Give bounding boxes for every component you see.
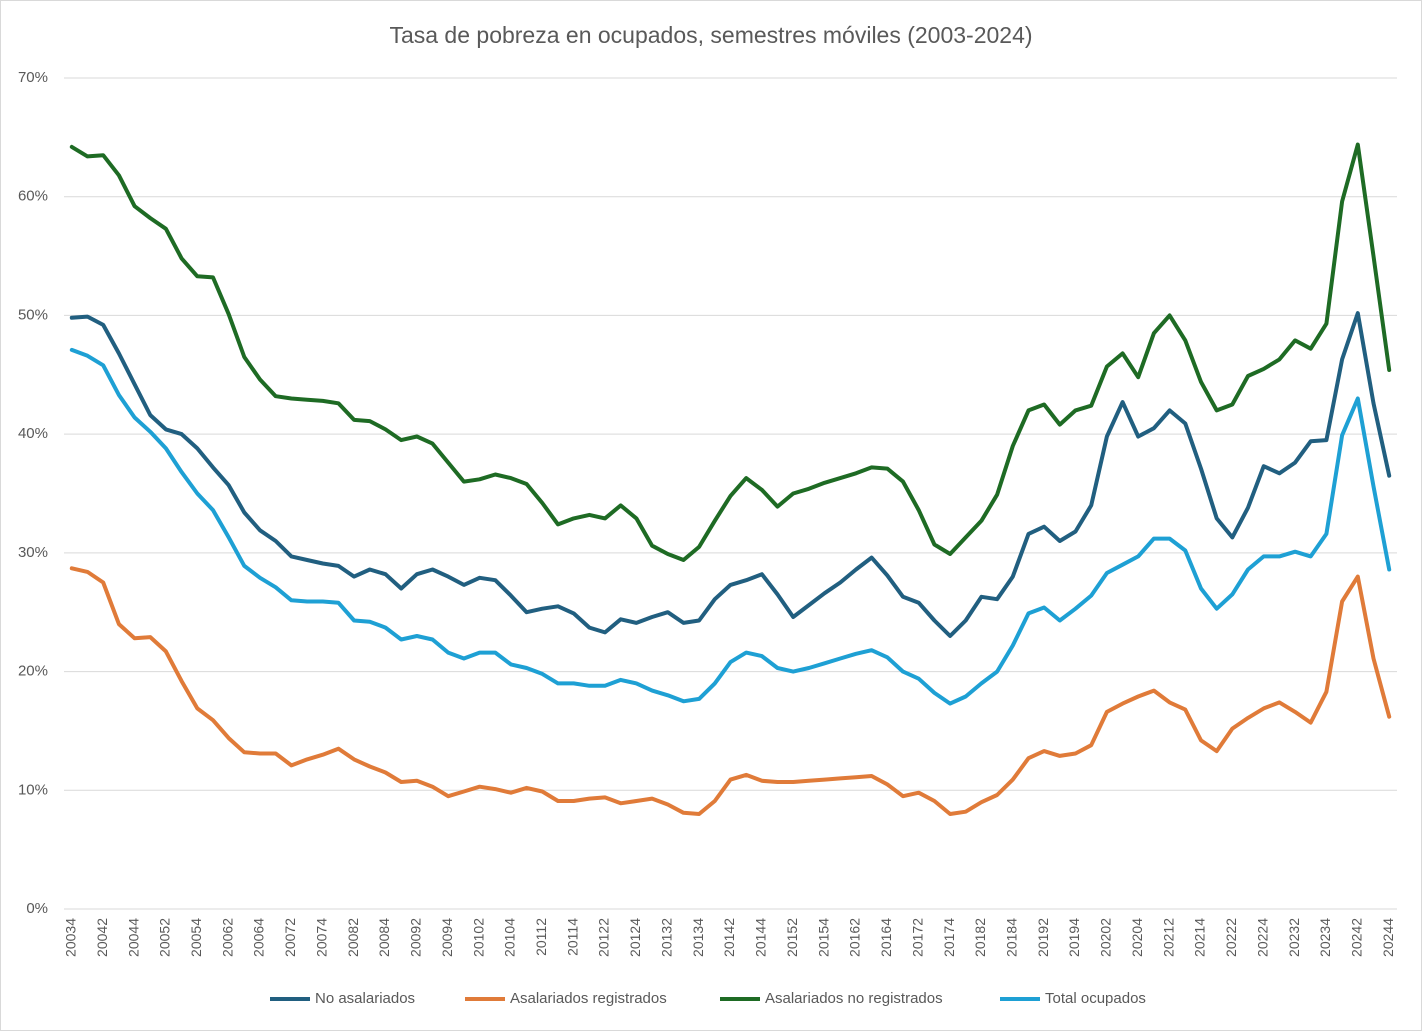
x-tick-label: 20234: [1317, 918, 1333, 957]
x-tick-label: 20124: [627, 918, 643, 957]
y-tick-label: 50%: [18, 306, 48, 323]
y-tick-label: 10%: [18, 781, 48, 798]
x-tick-label: 20042: [94, 918, 110, 957]
x-tick-label: 20232: [1286, 918, 1302, 957]
x-tick-label: 20224: [1254, 918, 1270, 957]
chart-title: Tasa de pobreza en ocupados, semestres m…: [389, 22, 1032, 48]
x-tick-label: 20134: [690, 918, 706, 957]
legend-label: No asalariados: [315, 990, 415, 1007]
x-tick-label: 20244: [1380, 918, 1396, 957]
legend-label: Asalariados no registrados: [765, 990, 943, 1007]
x-tick-label: 20104: [502, 918, 518, 957]
x-tick-label: 20144: [753, 918, 769, 957]
series-line: [69, 347, 1392, 706]
series-line: [69, 142, 1392, 562]
x-tick-label: 20182: [972, 918, 988, 957]
x-tick-label: 20052: [157, 918, 173, 957]
x-tick-label: 20072: [282, 918, 298, 957]
x-tick-label: 20082: [345, 918, 361, 957]
x-tick-label: 20172: [909, 918, 925, 957]
x-tick-label: 20164: [878, 918, 894, 957]
x-tick-label: 20092: [408, 918, 424, 957]
x-tick-label: 20142: [721, 918, 737, 957]
x-tick-label: 20114: [564, 918, 580, 956]
x-tick-label: 20184: [1003, 918, 1019, 957]
x-tick-label: 20064: [251, 918, 267, 957]
y-tick-label: 40%: [18, 425, 48, 442]
x-tick-label: 20094: [439, 918, 455, 957]
x-tick-label: 20044: [125, 918, 141, 957]
x-tick-label: 20102: [470, 918, 486, 957]
x-tick-label: 20222: [1223, 918, 1239, 957]
x-tick-label: 20152: [784, 918, 800, 957]
x-tick-label: 20242: [1348, 918, 1364, 957]
x-tick-label: 20132: [658, 918, 674, 957]
x-tick-label: 20034: [63, 918, 79, 957]
x-tick-label: 20192: [1035, 918, 1051, 957]
x-tick-label: 20062: [219, 918, 235, 957]
x-tick-label: 20194: [1066, 918, 1082, 957]
x-tick-label: 20074: [313, 918, 329, 957]
x-tick-label: 20162: [847, 918, 863, 957]
legend-label: Total ocupados: [1045, 990, 1146, 1007]
x-tick-label: 20174: [941, 918, 957, 957]
legend-label: Asalariados registrados: [510, 990, 667, 1007]
series-line: [69, 311, 1392, 638]
y-tick-label: 70%: [18, 69, 48, 86]
y-tick-label: 0%: [26, 900, 48, 917]
y-tick-label: 20%: [18, 663, 48, 680]
x-tick-label: 20122: [596, 918, 612, 957]
y-tick-label: 60%: [18, 188, 48, 205]
x-tick-label: 20154: [815, 918, 831, 957]
x-tick-label: 20202: [1098, 918, 1114, 957]
x-tick-label: 20054: [188, 918, 204, 957]
x-tick-label: 20112: [533, 918, 549, 956]
x-tick-label: 20212: [1160, 918, 1176, 957]
series-line: [69, 566, 1392, 816]
x-tick-label: 20214: [1192, 918, 1208, 957]
y-tick-label: 30%: [18, 544, 48, 561]
x-tick-label: 20084: [376, 918, 392, 957]
x-tick-label: 20204: [1129, 918, 1145, 957]
